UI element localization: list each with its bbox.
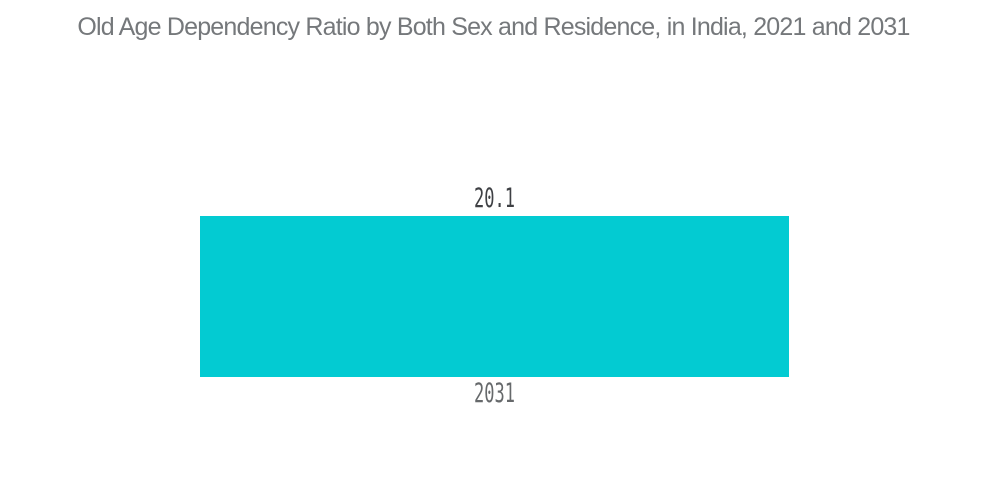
data-label-2031: 20.1 [200, 185, 789, 212]
data-label-2031-text: 20.1 [474, 183, 515, 214]
category-label-2031-text: 2031 [474, 378, 515, 409]
chart-title: Old Age Dependency Ratio by Both Sex and… [77, 13, 910, 41]
bar-column-2031[interactable] [200, 216, 789, 377]
category-label-2031: 2031 [200, 380, 789, 407]
